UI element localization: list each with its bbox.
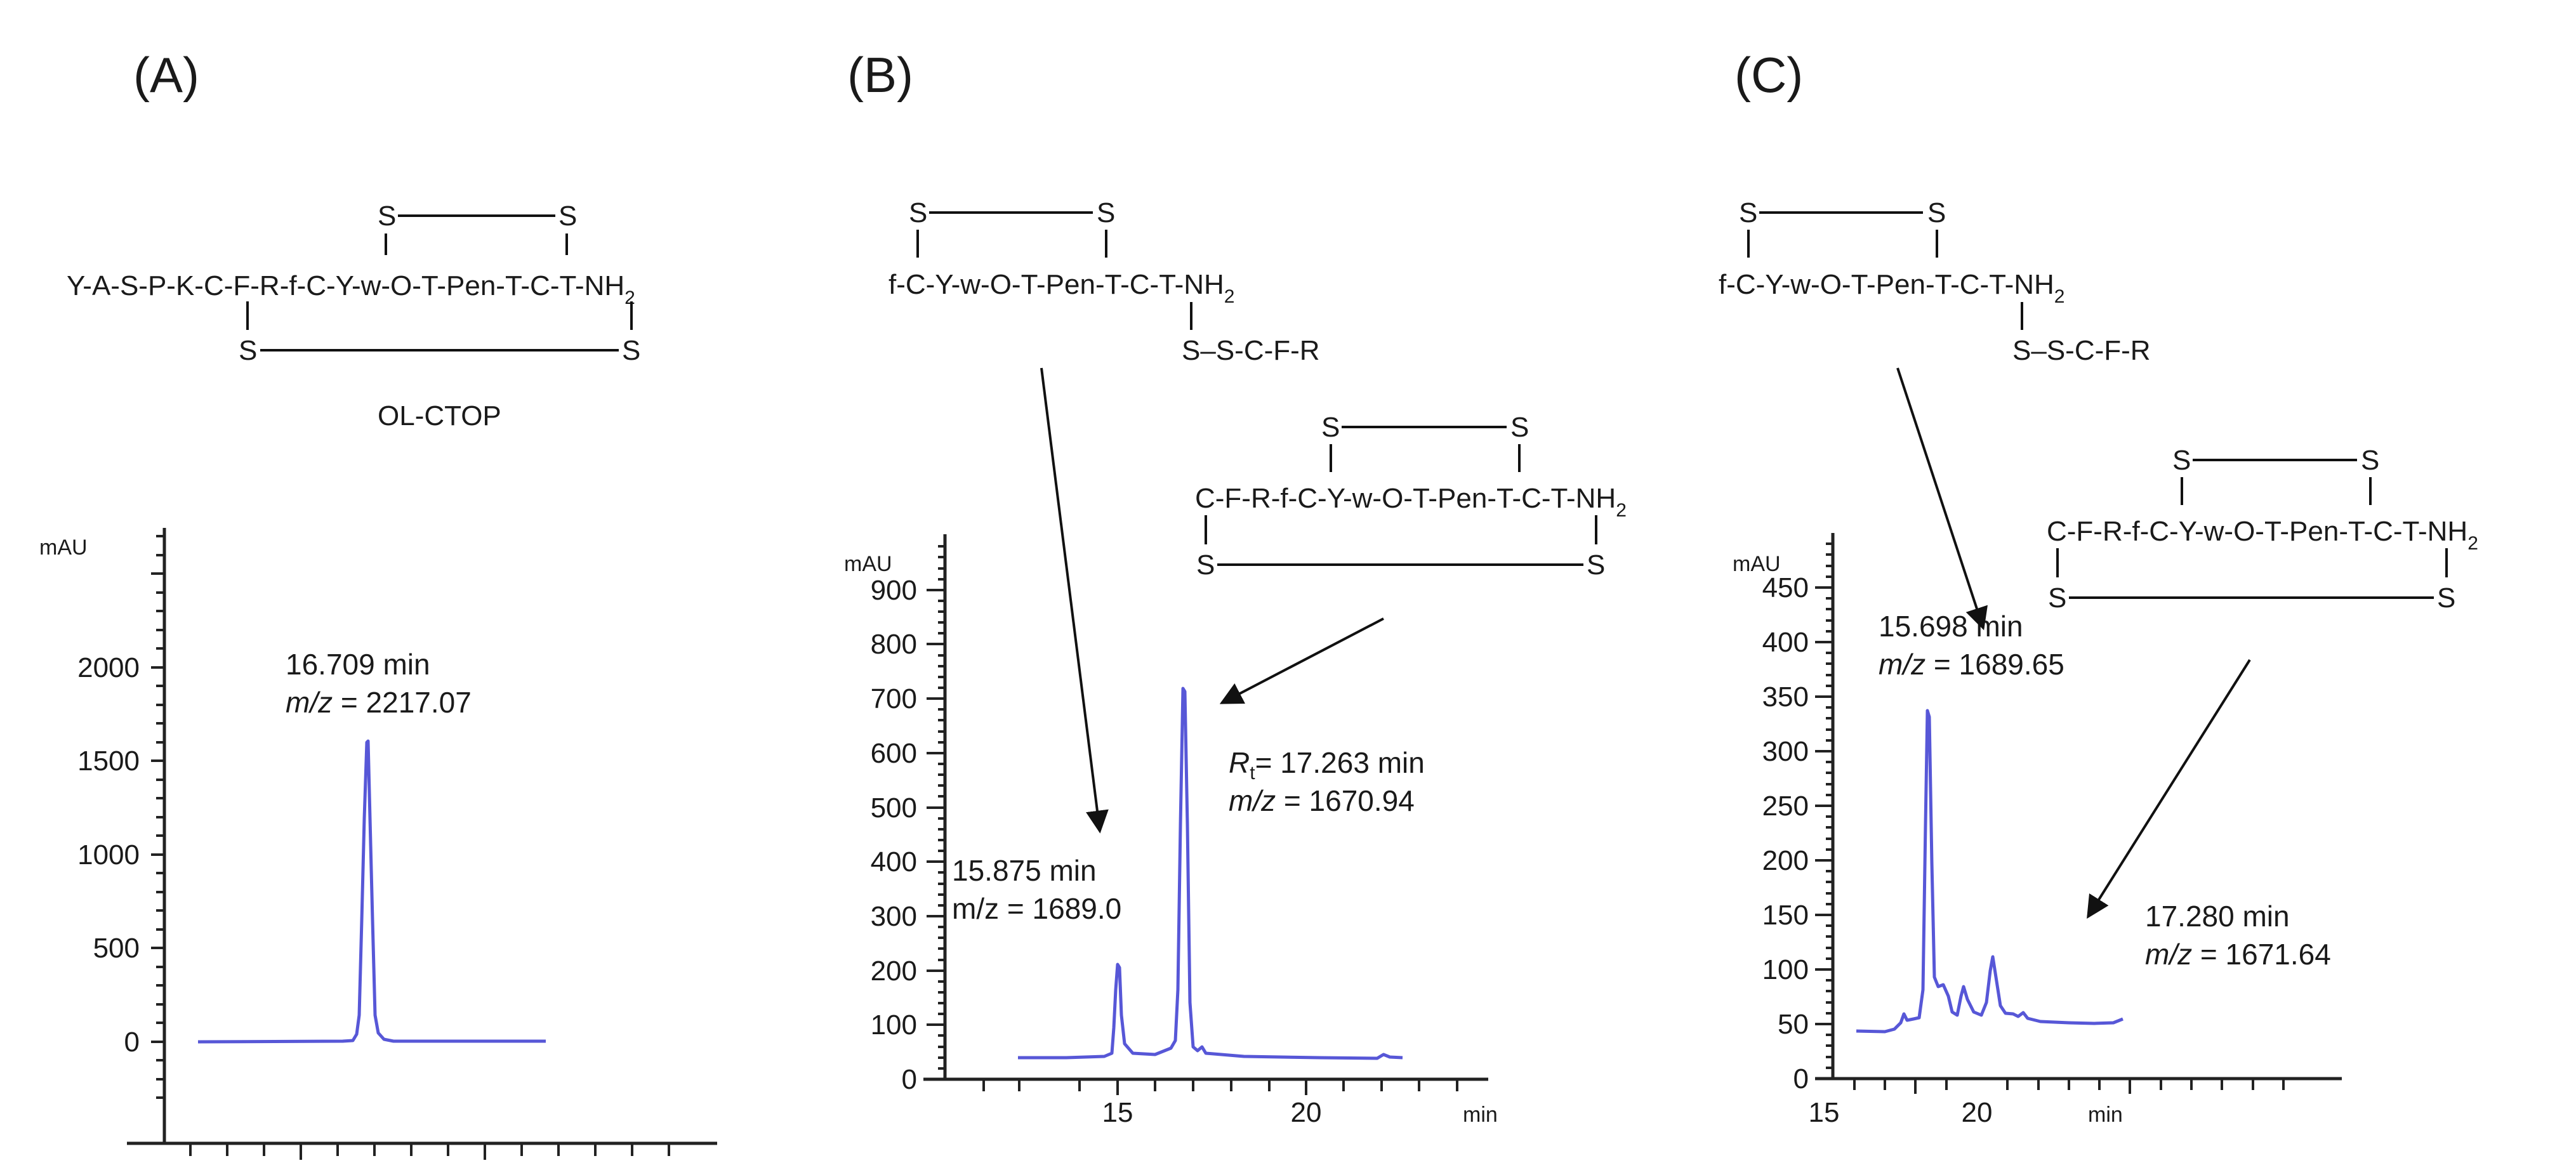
x-axis-label: min — [1463, 1103, 1498, 1127]
x-ticks — [189, 1143, 670, 1160]
x-tick-label: 15 — [286, 1162, 317, 1163]
chart-b: mAU 0 100 200 300 400 500 600 — [844, 367, 1498, 1128]
peak-annotation-rt: 15.875 min — [952, 854, 1097, 887]
y-tick-label: 400 — [1762, 627, 1809, 658]
x-tick-label: 20 — [1962, 1097, 1993, 1128]
arrow-to-peak-1 — [1896, 367, 1988, 631]
panel-a: (A) S S Y-A-S-P-K-C-F-R-f-C-Y-w-O-T-Pen-… — [39, 47, 717, 1163]
y-tick-label: 300 — [871, 901, 917, 932]
chart-c: mAU 0 50 100 150 200 250 300 — [1733, 367, 2342, 1128]
y-tick-label: 100 — [871, 1009, 917, 1041]
y-tick-label: 150 — [1762, 900, 1809, 931]
x-ticks — [982, 1079, 1458, 1095]
peptide-sequence: Y-A-S-P-K-C-F-R-f-C-Y-w-O-T-Pen-T-C-T-NH… — [67, 270, 635, 308]
y-tick-label: 900 — [871, 575, 917, 606]
x-tick-label: 20 — [1291, 1097, 1322, 1128]
chart-a: mAU — [39, 528, 717, 1163]
y-tick-label: 350 — [1762, 681, 1809, 713]
y-tick-label: 500 — [871, 792, 917, 824]
structure-ol-ctop: S S Y-A-S-P-K-C-F-R-f-C-Y-w-O-T-Pen-T-C-… — [67, 200, 640, 431]
x-tick-label: 15 — [1809, 1097, 1840, 1128]
peak-annotation-rt: 15.698 min — [1879, 610, 2023, 643]
y-tick-label: 1000 — [77, 839, 140, 871]
panel-label-b: (B) — [847, 47, 913, 103]
y-axis-label: mAU — [1733, 552, 1781, 576]
y-tick-label: 500 — [93, 933, 140, 964]
arrow-to-peak-2 — [2087, 659, 2251, 919]
chromatogram-trace — [1856, 709, 2124, 1034]
y-tick-label: 0 — [902, 1064, 917, 1095]
peak-annotation-rt: 16.709 min — [286, 648, 430, 681]
panel-c: (C) S S f-C-Y-w-O-T-Pen-T-C-T-NH2 S–S-C-… — [1719, 47, 2478, 1128]
x-ticks — [1853, 1079, 2285, 1094]
y-tick-label: 200 — [1762, 845, 1809, 876]
disulfide-atom: S — [2048, 582, 2066, 614]
disulfide-atom: S — [1587, 549, 1605, 581]
peptide-sequence: f-C-Y-w-O-T-Pen-T-C-T-NH2 — [888, 269, 1234, 307]
disulfide-atom: S — [239, 335, 257, 366]
panel-b: (B) S S f-C-Y-w-O-T-Pen-T-C-T-NH2 S–S-C-… — [844, 47, 1627, 1128]
disulfide-atom: S — [909, 197, 927, 228]
y-axis-label: mAU — [39, 536, 88, 560]
chromatogram-trace — [197, 739, 546, 1044]
peak-annotation-mz: m/z = 1689.0 — [952, 892, 1121, 925]
panel-label-c: (C) — [1734, 47, 1803, 103]
y-tick-label: 400 — [871, 846, 917, 877]
structure-c-1: S S f-C-Y-w-O-T-Pen-T-C-T-NH2 S–S-C-F-R — [1719, 197, 2151, 366]
disulfide-atom: S — [378, 200, 396, 232]
y-tick-label: 200 — [871, 956, 917, 987]
peptide-sequence: f-C-Y-w-O-T-Pen-T-C-T-NH2 — [1719, 269, 2064, 307]
y-ticks — [151, 535, 164, 1099]
arrow-to-peak-2 — [1219, 617, 1384, 704]
x-tick-label: 20 — [470, 1162, 501, 1163]
peak-annotation-mz: m/z = 1671.64 — [2145, 938, 2331, 971]
x-tick-label: 15 — [1102, 1097, 1133, 1128]
y-tick-label: 700 — [871, 683, 917, 714]
compound-name: OL-CTOP — [378, 400, 501, 431]
y-tick-label: 0 — [1793, 1063, 1809, 1094]
y-tick-label: 800 — [871, 629, 917, 660]
disulfide-atom: S — [1510, 412, 1529, 443]
y-tick-label: 100 — [1762, 954, 1809, 985]
y-tick-label: 600 — [871, 738, 917, 769]
y-tick-label: 300 — [1762, 736, 1809, 767]
disulfide-atom: S — [2172, 445, 2191, 476]
disulfide-atom: S — [2361, 445, 2379, 476]
y-axis-label: mAU — [844, 552, 892, 576]
panel-label-a: (A) — [133, 47, 199, 103]
structure-b-2: S S C-F-R-f-C-Y-w-O-T-Pen-T-C-T-NH2 S S — [1195, 412, 1627, 581]
structure-c-2: S S C-F-R-f-C-Y-w-O-T-Pen-T-C-T-NH2 S S — [2047, 445, 2478, 614]
x-axis-label: min — [2088, 1103, 2123, 1127]
peak-annotation-mz: m/z = 2217.07 — [286, 686, 472, 719]
disulfide-branch: S–S-C-F-R — [1182, 335, 1320, 366]
arrow-to-peak-1 — [1040, 367, 1109, 834]
disulfide-atom: S — [1739, 197, 1757, 228]
disulfide-atom: S — [558, 200, 577, 232]
y-tick-label: 2000 — [77, 652, 140, 683]
y-tick-label: 1500 — [77, 746, 140, 777]
y-ticks — [1815, 542, 1833, 1080]
disulfide-atom: S — [1196, 549, 1215, 581]
peak-annotation-mz: m/z = 1670.94 — [1229, 784, 1415, 817]
disulfide-atom: S — [1927, 197, 1946, 228]
peak-annotation-mz: m/z = 1689.65 — [1879, 648, 2064, 681]
disulfide-atom: S — [2437, 582, 2455, 614]
y-tick-label: 450 — [1762, 572, 1809, 603]
peak-annotation-rt: 17.280 min — [2145, 900, 2290, 933]
disulfide-atom: S — [1321, 412, 1340, 443]
y-tick-label: 0 — [124, 1027, 140, 1058]
peptide-sequence: C-F-R-f-C-Y-w-O-T-Pen-T-C-T-NH2 — [2047, 516, 2478, 554]
y-ticks — [927, 545, 945, 1081]
peak-annotation-rt: Rt= 17.263 min — [1229, 746, 1425, 784]
y-tick-label: 50 — [1778, 1009, 1809, 1040]
disulfide-atom: S — [1097, 197, 1115, 228]
structure-b-1: S S f-C-Y-w-O-T-Pen-T-C-T-NH2 S–S-C-F-R — [888, 197, 1320, 366]
chromatogram-trace — [1018, 687, 1403, 1060]
disulfide-atom: S — [622, 335, 640, 366]
peptide-sequence: C-F-R-f-C-Y-w-O-T-Pen-T-C-T-NH2 — [1195, 483, 1627, 521]
disulfide-branch: S–S-C-F-R — [2012, 335, 2151, 366]
y-tick-label: 250 — [1762, 791, 1809, 822]
